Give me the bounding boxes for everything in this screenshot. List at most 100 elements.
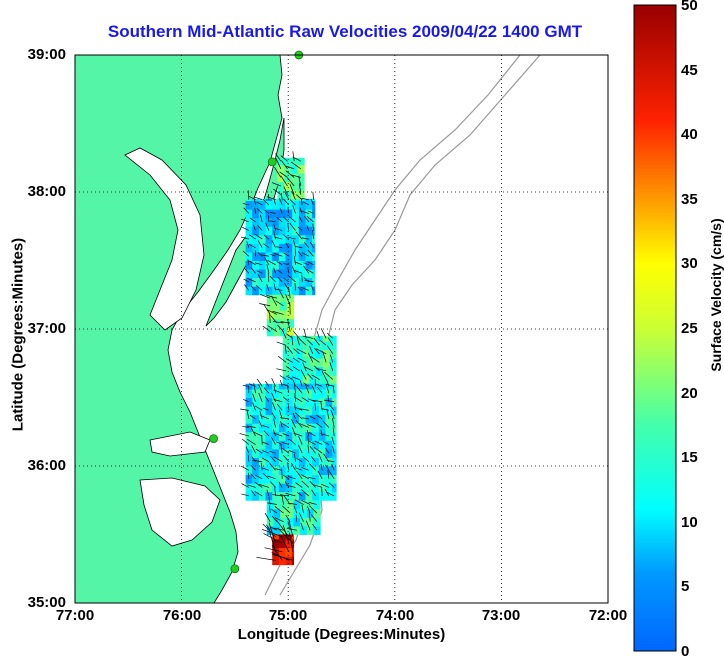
velocity-cell — [298, 165, 305, 174]
velocity-cell — [299, 218, 306, 227]
velocity-cell — [312, 398, 319, 407]
velocity-cell — [272, 278, 279, 287]
velocity-cell — [259, 269, 266, 278]
velocity-cell — [252, 415, 259, 424]
velocity-cell — [266, 415, 273, 424]
velocity-cell — [306, 286, 313, 295]
velocity-cell — [280, 319, 287, 328]
velocity-cell — [286, 226, 293, 235]
velocity-cell — [252, 199, 259, 201]
velocity-cell — [279, 226, 286, 235]
velocity-cell — [292, 235, 299, 244]
velocity-cell — [290, 375, 297, 384]
velocity-cell — [299, 398, 306, 407]
velocity-cell — [326, 389, 333, 398]
velocity-cell — [259, 423, 266, 432]
velocity-cell — [319, 423, 326, 432]
velocity-cell — [246, 475, 253, 484]
velocity-cell — [332, 492, 336, 501]
velocity-cell — [252, 209, 259, 218]
velocity-cell — [259, 432, 266, 441]
velocity-cell — [306, 406, 313, 415]
velocity-cell — [312, 389, 319, 398]
velocity-cell — [299, 415, 306, 424]
velocity-cell — [278, 182, 285, 191]
x-tick-label: 76:00 — [152, 607, 212, 624]
velocity-cell — [283, 350, 290, 359]
velocity-cell — [287, 302, 294, 311]
colorbar-tick-label: 35 — [681, 191, 711, 208]
velocity-cell — [332, 398, 336, 407]
velocity-cell — [272, 261, 279, 270]
velocity-cell — [274, 295, 281, 302]
velocity-cell — [252, 406, 259, 415]
velocity-cell — [286, 440, 293, 449]
velocity-cell — [319, 466, 326, 475]
velocity-cell — [319, 432, 326, 441]
velocity-cell — [292, 389, 299, 398]
colorbar-tick-label: 45 — [681, 62, 711, 79]
velocity-cell — [294, 526, 301, 535]
velocity-cell — [272, 252, 279, 261]
velocity-cell — [252, 243, 259, 252]
velocity-cell — [246, 226, 253, 235]
velocity-cell — [306, 492, 313, 501]
velocity-cell — [279, 415, 286, 424]
velocity-cell — [259, 218, 266, 227]
velocity-cell — [252, 389, 259, 398]
colorbar-tick-label: 10 — [681, 514, 711, 531]
x-tick-label: 72:00 — [578, 607, 638, 624]
velocity-cell — [279, 389, 286, 398]
x-tick-label: 75:00 — [258, 607, 318, 624]
velocity-cell — [252, 226, 259, 235]
velocity-cell — [298, 158, 305, 165]
velocity-cell — [299, 269, 306, 278]
velocity-cell — [332, 449, 336, 458]
velocity-cell — [246, 201, 253, 210]
velocity-cell — [296, 358, 303, 367]
velocity-cell — [312, 235, 315, 244]
velocity-cell — [259, 261, 266, 270]
velocity-cell — [312, 492, 319, 501]
x-axis-label: Longitude (Degrees:Minutes) — [75, 626, 608, 643]
velocity-cell — [330, 367, 337, 376]
velocity-cell — [266, 252, 273, 261]
velocity-cell — [306, 261, 313, 270]
velocity-cell — [252, 201, 259, 210]
velocity-cell — [272, 423, 279, 432]
velocity-cell — [286, 406, 293, 415]
velocity-cell — [310, 367, 317, 376]
velocity-cell — [286, 269, 293, 278]
velocity-cell — [279, 548, 286, 557]
velocity-cell — [292, 457, 299, 466]
velocity-cell — [279, 483, 286, 492]
velocity-cell — [290, 341, 297, 350]
velocity-cell — [306, 432, 313, 441]
velocity-cell — [326, 432, 333, 441]
velocity-cell — [272, 201, 279, 210]
velocity-cell — [279, 423, 286, 432]
velocity-cell — [252, 278, 259, 287]
velocity-cell — [296, 375, 303, 384]
velocity-cell — [259, 286, 266, 295]
velocity-cell — [314, 500, 321, 509]
velocity-cell — [298, 173, 305, 182]
velocity-cell — [259, 398, 266, 407]
velocity-cell — [319, 384, 326, 390]
x-tick-label: 73:00 — [471, 607, 531, 624]
velocity-cell — [278, 165, 285, 174]
velocity-cell — [266, 483, 273, 492]
velocity-cell — [259, 457, 266, 466]
velocity-cell — [272, 475, 279, 484]
velocity-cell — [319, 492, 326, 501]
velocity-cell — [326, 440, 333, 449]
velocity-cell — [284, 158, 291, 165]
velocity-cell — [252, 423, 259, 432]
velocity-cell — [303, 341, 310, 350]
velocity-cell — [252, 252, 259, 261]
velocity-cell — [279, 243, 286, 252]
colorbar-tick-label: 20 — [681, 385, 711, 402]
velocity-cell — [272, 406, 279, 415]
velocity-cell — [266, 440, 273, 449]
velocity-cell — [279, 457, 286, 466]
